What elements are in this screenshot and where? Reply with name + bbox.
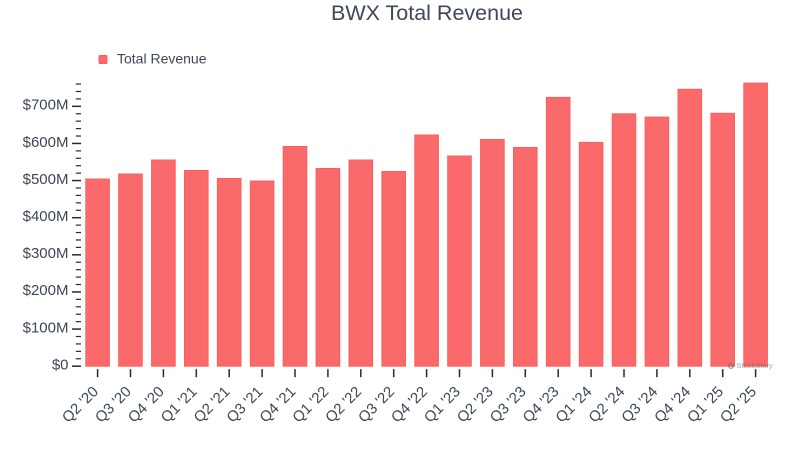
svg-text:$500M: $500M [23,171,69,188]
svg-text:Q4 '20: Q4 '20 [125,383,168,426]
svg-text:Q2 '25: Q2 '25 [717,383,760,426]
svg-text:$600M: $600M [23,134,69,151]
svg-text:$400M: $400M [23,208,69,225]
svg-text:Q2 '23: Q2 '23 [454,383,497,426]
svg-text:Q1 '24: Q1 '24 [552,383,595,426]
svg-text:Q3 '21: Q3 '21 [223,383,266,426]
svg-text:Q4 '21: Q4 '21 [256,383,299,426]
svg-text:Total Revenue: Total Revenue [117,51,207,67]
svg-text:Q4 '23: Q4 '23 [520,383,563,426]
svg-text:Q2 '20: Q2 '20 [59,383,102,426]
svg-text:StockStory: StockStory [737,361,774,370]
svg-text:Q1 '21: Q1 '21 [158,383,201,426]
svg-text:Q2 '21: Q2 '21 [191,383,234,426]
svg-text:$0: $0 [52,357,69,374]
svg-text:Q3 '20: Q3 '20 [92,383,135,426]
svg-text:Q1 '22: Q1 '22 [289,383,332,426]
svg-text:$700M: $700M [23,97,69,114]
svg-text:Q1 '25: Q1 '25 [684,383,727,426]
svg-text:$100M: $100M [23,319,69,336]
svg-text:Q4 '22: Q4 '22 [388,383,431,426]
svg-text:$300M: $300M [23,245,69,262]
svg-text:Q3 '22: Q3 '22 [355,383,398,426]
svg-text:$200M: $200M [23,282,69,299]
svg-text:Q2 '24: Q2 '24 [585,383,628,426]
svg-text:Q1 '23: Q1 '23 [421,383,464,426]
svg-text:Q4 '24: Q4 '24 [651,383,694,426]
svg-text:Q3 '24: Q3 '24 [618,383,661,426]
svg-text:BWX Total Revenue: BWX Total Revenue [331,1,523,25]
svg-text:Q3 '23: Q3 '23 [487,383,530,426]
svg-text:Q2 '22: Q2 '22 [322,383,365,426]
